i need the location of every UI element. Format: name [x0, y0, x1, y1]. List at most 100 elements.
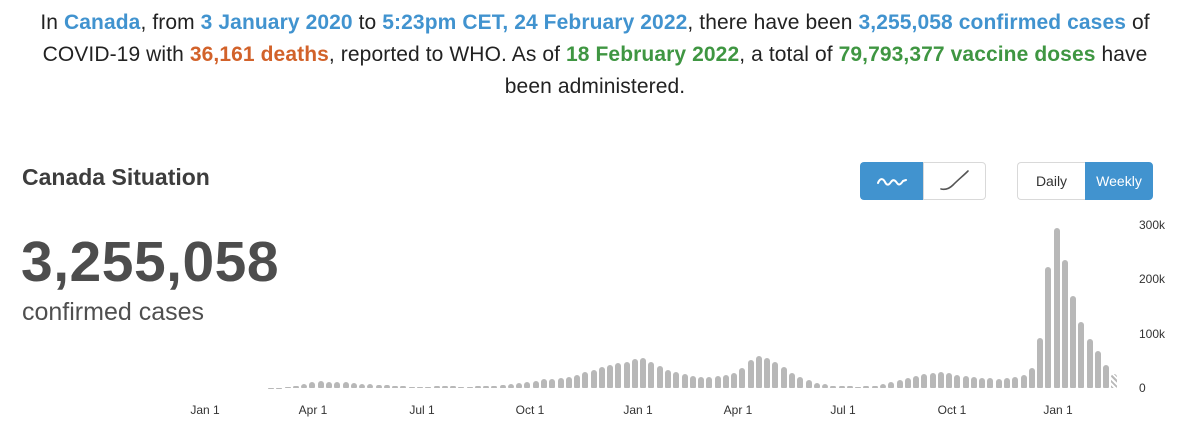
bar[interactable]: [375, 384, 382, 388]
bar[interactable]: [739, 368, 746, 388]
bar[interactable]: [383, 385, 390, 388]
bar[interactable]: [334, 381, 341, 388]
bar[interactable]: [458, 386, 465, 388]
weekly-button[interactable]: Weekly: [1085, 162, 1153, 200]
bar[interactable]: [921, 373, 928, 388]
bar[interactable]: [623, 361, 630, 388]
bar[interactable]: [532, 380, 539, 388]
bar[interactable]: [640, 357, 647, 388]
bar[interactable]: [474, 386, 481, 388]
bar[interactable]: [722, 375, 729, 388]
bar[interactable]: [871, 385, 878, 388]
bar[interactable]: [838, 386, 845, 388]
bar[interactable]: [937, 372, 944, 388]
bar[interactable]: [995, 378, 1002, 388]
bar[interactable]: [689, 376, 696, 388]
bar[interactable]: [846, 386, 853, 388]
bar[interactable]: [590, 369, 597, 388]
bar[interactable]: [1078, 322, 1085, 388]
bar[interactable]: [772, 361, 779, 388]
bar[interactable]: [805, 380, 812, 388]
bar[interactable]: [284, 386, 291, 388]
bar[interactable]: [292, 385, 299, 388]
bar[interactable]: [706, 376, 713, 388]
bar[interactable]: [524, 381, 531, 388]
bar[interactable]: [483, 386, 490, 388]
bar[interactable]: [1028, 368, 1035, 388]
bar[interactable]: [1037, 338, 1044, 388]
bar[interactable]: [1061, 259, 1068, 388]
bar[interactable]: [392, 386, 399, 388]
bar[interactable]: [557, 378, 564, 388]
bar[interactable]: [499, 384, 506, 388]
bar[interactable]: [491, 385, 498, 388]
bar[interactable]: [607, 364, 614, 388]
bar[interactable]: [268, 387, 275, 388]
bar[interactable]: [962, 376, 969, 388]
bar[interactable]: [540, 379, 547, 388]
bar[interactable]: [433, 386, 440, 388]
bar[interactable]: [1045, 267, 1052, 388]
bar[interactable]: [863, 386, 870, 388]
bar[interactable]: [549, 378, 556, 388]
bar[interactable]: [665, 369, 671, 388]
bar[interactable]: [780, 367, 787, 388]
bar[interactable]: [408, 386, 415, 388]
bar[interactable]: [755, 355, 762, 388]
bar[interactable]: [1103, 365, 1110, 388]
bar[interactable]: [979, 378, 986, 388]
daily-epi-curve-button[interactable]: [860, 162, 923, 200]
bar[interactable]: [326, 381, 333, 388]
bar[interactable]: [656, 366, 663, 388]
bar[interactable]: [565, 376, 572, 388]
bar[interactable]: [913, 375, 920, 388]
bar[interactable]: [582, 372, 589, 388]
bar[interactable]: [615, 363, 622, 388]
bar[interactable]: [441, 386, 448, 388]
bar[interactable]: [888, 382, 895, 388]
bar[interactable]: [466, 386, 473, 388]
bar[interactable]: [309, 382, 316, 388]
bar[interactable]: [797, 377, 804, 388]
bar[interactable]: [698, 376, 705, 388]
bar[interactable]: [276, 387, 283, 388]
bar[interactable]: [946, 373, 953, 388]
bar[interactable]: [425, 386, 432, 388]
bar[interactable]: [1094, 351, 1101, 388]
bar[interactable]: [359, 383, 366, 388]
bar[interactable]: [574, 374, 581, 388]
bar[interactable]: [1111, 373, 1118, 388]
bar[interactable]: [450, 386, 457, 388]
bar[interactable]: [1020, 374, 1027, 388]
bar[interactable]: [731, 373, 738, 388]
bar[interactable]: [929, 372, 936, 388]
bar[interactable]: [507, 383, 514, 388]
bar[interactable]: [1086, 338, 1093, 388]
bar[interactable]: [987, 378, 994, 388]
bar[interactable]: [879, 384, 886, 388]
bar[interactable]: [648, 361, 655, 388]
bar[interactable]: [904, 377, 911, 388]
bar[interactable]: [350, 382, 357, 388]
bar[interactable]: [714, 376, 721, 388]
bar[interactable]: [400, 386, 407, 388]
bar[interactable]: [367, 384, 374, 388]
bar[interactable]: [301, 383, 308, 388]
bar[interactable]: [789, 372, 796, 388]
bar[interactable]: [1004, 378, 1010, 388]
weekly-cases-bar-chart[interactable]: [202, 225, 1122, 388]
bar[interactable]: [855, 386, 862, 388]
bar[interactable]: [342, 382, 349, 388]
bar[interactable]: [1053, 228, 1060, 388]
bar[interactable]: [416, 386, 423, 388]
bar[interactable]: [1070, 295, 1077, 388]
bar[interactable]: [317, 381, 324, 388]
bar[interactable]: [681, 374, 688, 388]
bar[interactable]: [830, 385, 837, 388]
bar[interactable]: [764, 357, 771, 388]
bar[interactable]: [516, 382, 523, 388]
bar[interactable]: [896, 380, 903, 388]
bar[interactable]: [631, 359, 638, 388]
cumulative-curve-button[interactable]: [923, 162, 986, 200]
bar[interactable]: [1012, 377, 1019, 388]
